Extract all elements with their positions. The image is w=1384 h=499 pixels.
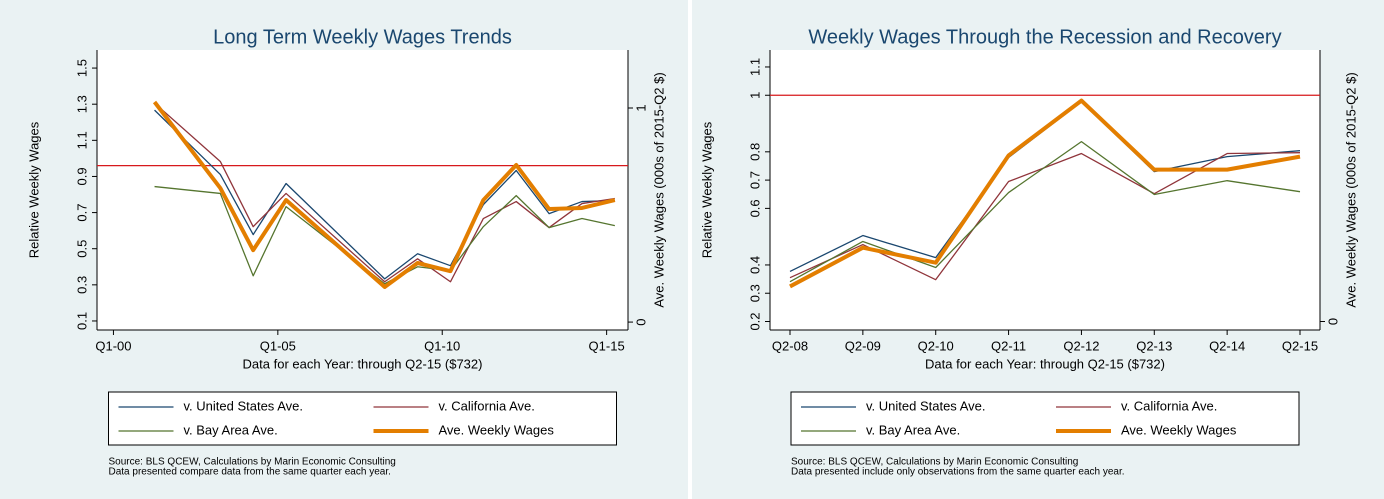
x-tick-label: Q2-13 — [1136, 338, 1172, 353]
x-tick-label: Q2-12 — [1063, 338, 1099, 353]
y2-axis-label: Ave. Weekly Wages (000s of 2015-Q2 $) — [651, 72, 666, 307]
y-tick-label: 0.9 — [74, 167, 89, 185]
legend-label: v. California Ave. — [1121, 398, 1217, 413]
y-tick-label: 0.4 — [747, 256, 762, 274]
y-tick-label: 0.3 — [747, 284, 762, 302]
x-tick-label: Q2-10 — [918, 338, 954, 353]
legend-label: Ave. Weekly Wages — [439, 422, 555, 437]
series-line — [789, 98, 1301, 289]
chart-title: Weekly Wages Through the Recession and R… — [808, 26, 1281, 48]
y-axis-label: Relative Weekly Wages — [699, 121, 714, 258]
x-tick-label: Q2-15 — [1282, 338, 1318, 353]
y-axis-label: Relative Weekly Wages — [26, 121, 41, 258]
legend-label: v. Bay Area Ave. — [866, 422, 960, 437]
series-line — [789, 140, 1301, 283]
y-tick-label: 0.3 — [74, 276, 89, 294]
source-note: Data presented include only observations… — [791, 467, 1125, 478]
legend-label: v. United States Ave. — [184, 398, 303, 413]
y2-tick-label: 1 — [633, 104, 648, 111]
y-tick-label: 0.1 — [74, 312, 89, 330]
x-tick-label: Q1-15 — [589, 338, 625, 353]
legend-label: v. Bay Area Ave. — [184, 422, 278, 437]
y-tick-label: 1.5 — [74, 59, 89, 77]
source-note: Source: BLS QCEW, Calculations by Marin … — [791, 457, 1078, 468]
source-note: Source: BLS QCEW, Calculations by Marin … — [109, 457, 396, 468]
y2-tick-label: 0 — [1325, 318, 1340, 325]
y-tick-label: 1.1 — [747, 58, 762, 76]
x-axis-label: Data for each Year: through Q2-15 ($732) — [925, 356, 1165, 371]
legend-label: v. United States Ave. — [866, 398, 985, 413]
x-tick-label: Q2-14 — [1209, 338, 1245, 353]
x-tick-label: Q1-00 — [95, 338, 131, 353]
legend-label: v. California Ave. — [439, 398, 535, 413]
y-tick-label: 0.6 — [747, 199, 762, 217]
series-line — [154, 102, 615, 283]
y2-tick-label: 0 — [633, 318, 648, 325]
y-tick-label: 0.2 — [747, 312, 762, 330]
y-tick-label: 0.7 — [747, 171, 762, 189]
x-axis-label: Data for each Year: through Q2-15 ($732) — [243, 356, 483, 371]
x-tick-label: Q2-09 — [845, 338, 881, 353]
y-tick-label: 1 — [747, 92, 762, 99]
legend-box — [108, 391, 617, 446]
y-tick-label: 1.3 — [74, 95, 89, 113]
plot-area — [770, 50, 1320, 330]
series-line — [154, 109, 615, 280]
y-tick-label: 0.7 — [74, 204, 89, 222]
y-tick-label: 0.8 — [747, 143, 762, 161]
series-line — [152, 100, 616, 289]
plot-area — [97, 50, 628, 330]
x-tick-label: Q2-11 — [991, 338, 1026, 353]
source-note: Data presented compare data from the sam… — [109, 467, 391, 478]
y2-axis-label: Ave. Weekly Wages (000s of 2015-Q2 $) — [1343, 72, 1358, 307]
y-tick-label: 0.5 — [74, 240, 89, 258]
legend-label: Ave. Weekly Wages — [1121, 422, 1237, 437]
chart-title: Long Term Weekly Wages Trends — [213, 26, 512, 48]
x-tick-label: Q2-08 — [772, 338, 808, 353]
legend-box — [790, 391, 1300, 446]
y-tick-label: 1.1 — [74, 131, 89, 149]
x-tick-label: Q1-05 — [260, 338, 296, 353]
x-tick-label: Q1-10 — [424, 338, 460, 353]
